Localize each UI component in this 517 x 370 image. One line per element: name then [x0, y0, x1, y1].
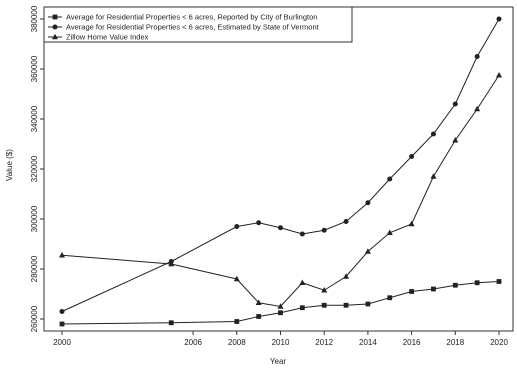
data-point	[452, 101, 458, 107]
data-point	[256, 314, 262, 319]
y-axis: 260000 280000 300000 320000 340000 360000 3800…	[30, 5, 44, 332]
legend: Average for Residential Properties < 6 a…	[43, 6, 353, 43]
data-point	[321, 302, 327, 308]
x-tick-label: 2000	[53, 338, 71, 347]
data-point	[387, 176, 393, 182]
series-square	[59, 279, 502, 327]
data-point	[430, 131, 436, 137]
data-point	[321, 287, 328, 293]
y-tick-label: 380000	[30, 5, 39, 32]
data-point	[452, 282, 458, 288]
x-tick-label: 2008	[228, 338, 246, 347]
x-tick-label: 2014	[359, 338, 377, 347]
x-tick-label: 2020	[490, 338, 508, 347]
data-point	[299, 231, 305, 237]
legend-item: Average for Residential Properties < 6 a…	[48, 23, 320, 32]
data-point	[474, 105, 481, 112]
data-point	[365, 200, 371, 206]
data-point	[474, 280, 480, 286]
data-point	[234, 319, 240, 324]
data-point	[474, 54, 480, 59]
x-axis: 2000 2006 2008 2010 2012 2014 2016 2018 2020	[53, 331, 508, 347]
data-point	[278, 310, 283, 316]
series-line	[61, 18, 500, 312]
y-tick-label: 280000	[30, 255, 39, 282]
series-circle	[59, 16, 502, 314]
y-tick-label: 340000	[30, 105, 39, 132]
y-axis-title: Value ($)	[5, 149, 14, 181]
data-point	[408, 220, 415, 227]
data-point	[496, 279, 502, 284]
data-point	[452, 137, 459, 143]
data-point	[431, 286, 436, 292]
data-point	[496, 16, 502, 22]
legend-marker	[52, 14, 58, 20]
data-point	[59, 321, 65, 327]
data-point	[278, 225, 283, 231]
y-tick-label: 300000	[30, 205, 39, 232]
data-point	[59, 309, 65, 314]
y-tick-label: 260000	[30, 305, 39, 332]
data-point	[233, 275, 240, 282]
legend-label: Average for Residential Properties < 6 a…	[66, 23, 320, 32]
legend-item: Average for Residential Properties < 6 a…	[48, 13, 317, 22]
legend-marker	[52, 33, 58, 40]
data-point	[299, 305, 305, 311]
x-tick-label: 2006	[184, 338, 202, 347]
data-point	[364, 248, 371, 254]
series-line	[61, 74, 500, 308]
data-point	[277, 303, 284, 309]
y-tick-label: 360000	[30, 55, 39, 82]
data-point	[299, 279, 306, 285]
data-point	[409, 154, 415, 159]
plot-frame	[43, 6, 514, 332]
y-tick-label: 320000	[30, 155, 39, 182]
data-point	[386, 229, 393, 235]
data-point	[168, 320, 174, 326]
data-point	[343, 302, 349, 308]
data-point	[321, 227, 327, 233]
series-layer	[59, 16, 502, 327]
series-triangle	[59, 72, 502, 309]
data-point	[59, 252, 65, 258]
data-point	[387, 295, 393, 301]
x-tick-label: 2010	[272, 338, 290, 347]
data-point	[256, 220, 262, 226]
x-tick-label: 2016	[403, 338, 421, 347]
legend-item: Zillow Home Value Index	[48, 33, 149, 42]
data-point	[409, 289, 414, 294]
data-point	[168, 260, 175, 267]
data-point	[343, 273, 350, 279]
legend-label: Zillow Home Value Index	[66, 33, 149, 42]
data-point	[255, 299, 262, 305]
x-tick-label: 2018	[446, 338, 464, 347]
legend-label: Average for Residential Properties < 6 a…	[66, 13, 317, 22]
data-point	[365, 301, 371, 307]
data-point	[430, 173, 437, 179]
data-point	[496, 72, 502, 78]
data-point	[234, 224, 240, 229]
legend-marker	[52, 24, 58, 30]
data-point	[343, 219, 349, 224]
x-tick-label: 2012	[315, 338, 333, 347]
legend-box	[43, 6, 353, 43]
x-axis-title: Year	[270, 357, 287, 366]
